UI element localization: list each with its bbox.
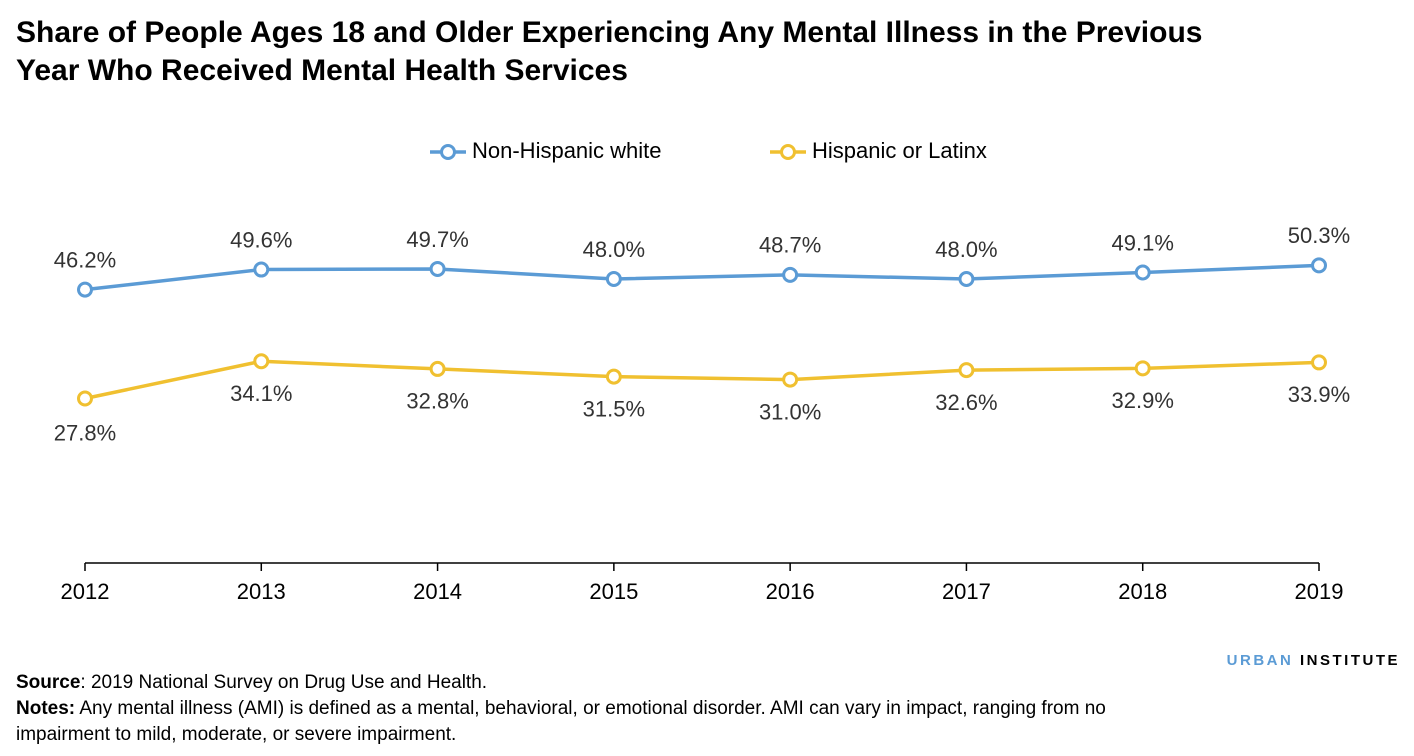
data-point [605,368,622,385]
data-label: 31.0% [759,399,821,424]
data-point [1134,264,1151,281]
legend-marker [780,144,796,160]
data-label: 49.1% [1112,230,1174,255]
x-tick-label: 2017 [942,579,991,604]
x-tick-label: 2016 [766,579,815,604]
data-point [782,266,799,283]
data-point [958,271,975,287]
data-label: 50.3% [1288,223,1350,248]
data-label: 31.5% [583,396,645,421]
data-point [958,362,975,379]
x-tick-label: 2019 [1295,579,1344,604]
title-line: Year Who Received Mental Health Services [16,54,628,87]
title-line: Share of People Ages 18 and Older Experi… [16,16,1203,49]
data-point [1134,360,1151,377]
data-point [77,281,93,298]
data-label: 49.6% [230,227,292,252]
data-label: 48.0% [583,237,645,262]
x-tick-label: 2014 [413,579,462,604]
legend-marker [440,144,456,160]
data-point [782,371,799,388]
x-tick-label: 2015 [589,579,638,604]
series-line [84,263,1320,292]
source: Source: 2019 National Survey on Drug Use… [16,670,1156,696]
series-line [84,359,1320,401]
data-label: 34.1% [230,381,292,406]
brand-institute: INSTITUTE [1300,652,1400,669]
data-point [429,260,446,277]
footer: Source: 2019 National Survey on Drug Use… [16,670,1156,748]
data-point [605,271,622,287]
data-label: 48.7% [759,233,821,258]
data-point [1311,257,1327,274]
data-label: 48.0% [935,237,997,262]
notes: Notes: Any mental illness (AMI) is defin… [16,696,1156,748]
chart: 2012 2013 2014 2015 2016 2017 2018 2019 Non-Hisp… [54,138,1350,604]
data-label: 27.8% [54,420,116,445]
data-label: 33.9% [1288,382,1350,407]
x-tick-label: 2013 [237,579,286,604]
legend-label: Hispanic or Latinx [812,138,987,163]
data-label: 49.7% [406,227,468,252]
data-label: 32.9% [1112,388,1174,413]
x-tick-label: 2012 [61,579,110,604]
data-point [77,390,93,407]
legend-label: Non-Hispanic white [472,138,662,163]
data-point [429,360,446,377]
notes-text: Any mental illness (AMI) is defined as a… [16,698,1106,745]
data-label: 46.2% [54,247,116,272]
chart-title: Share of People Ages 18 and Older Experi… [16,14,1202,90]
data-point [253,353,270,370]
data-point [1311,354,1327,371]
brand: URBAN INSTITUTE [1227,652,1400,669]
data-label: 32.8% [406,389,468,414]
brand-urban: URBAN [1226,652,1294,669]
source-label: Source [16,672,81,693]
notes-label: Notes: [16,698,76,719]
source-text: : 2019 National Survey on Drug Use and H… [80,672,488,693]
x-tick-label: 2018 [1118,579,1167,604]
data-point [253,261,270,278]
data-label: 32.6% [935,390,997,415]
